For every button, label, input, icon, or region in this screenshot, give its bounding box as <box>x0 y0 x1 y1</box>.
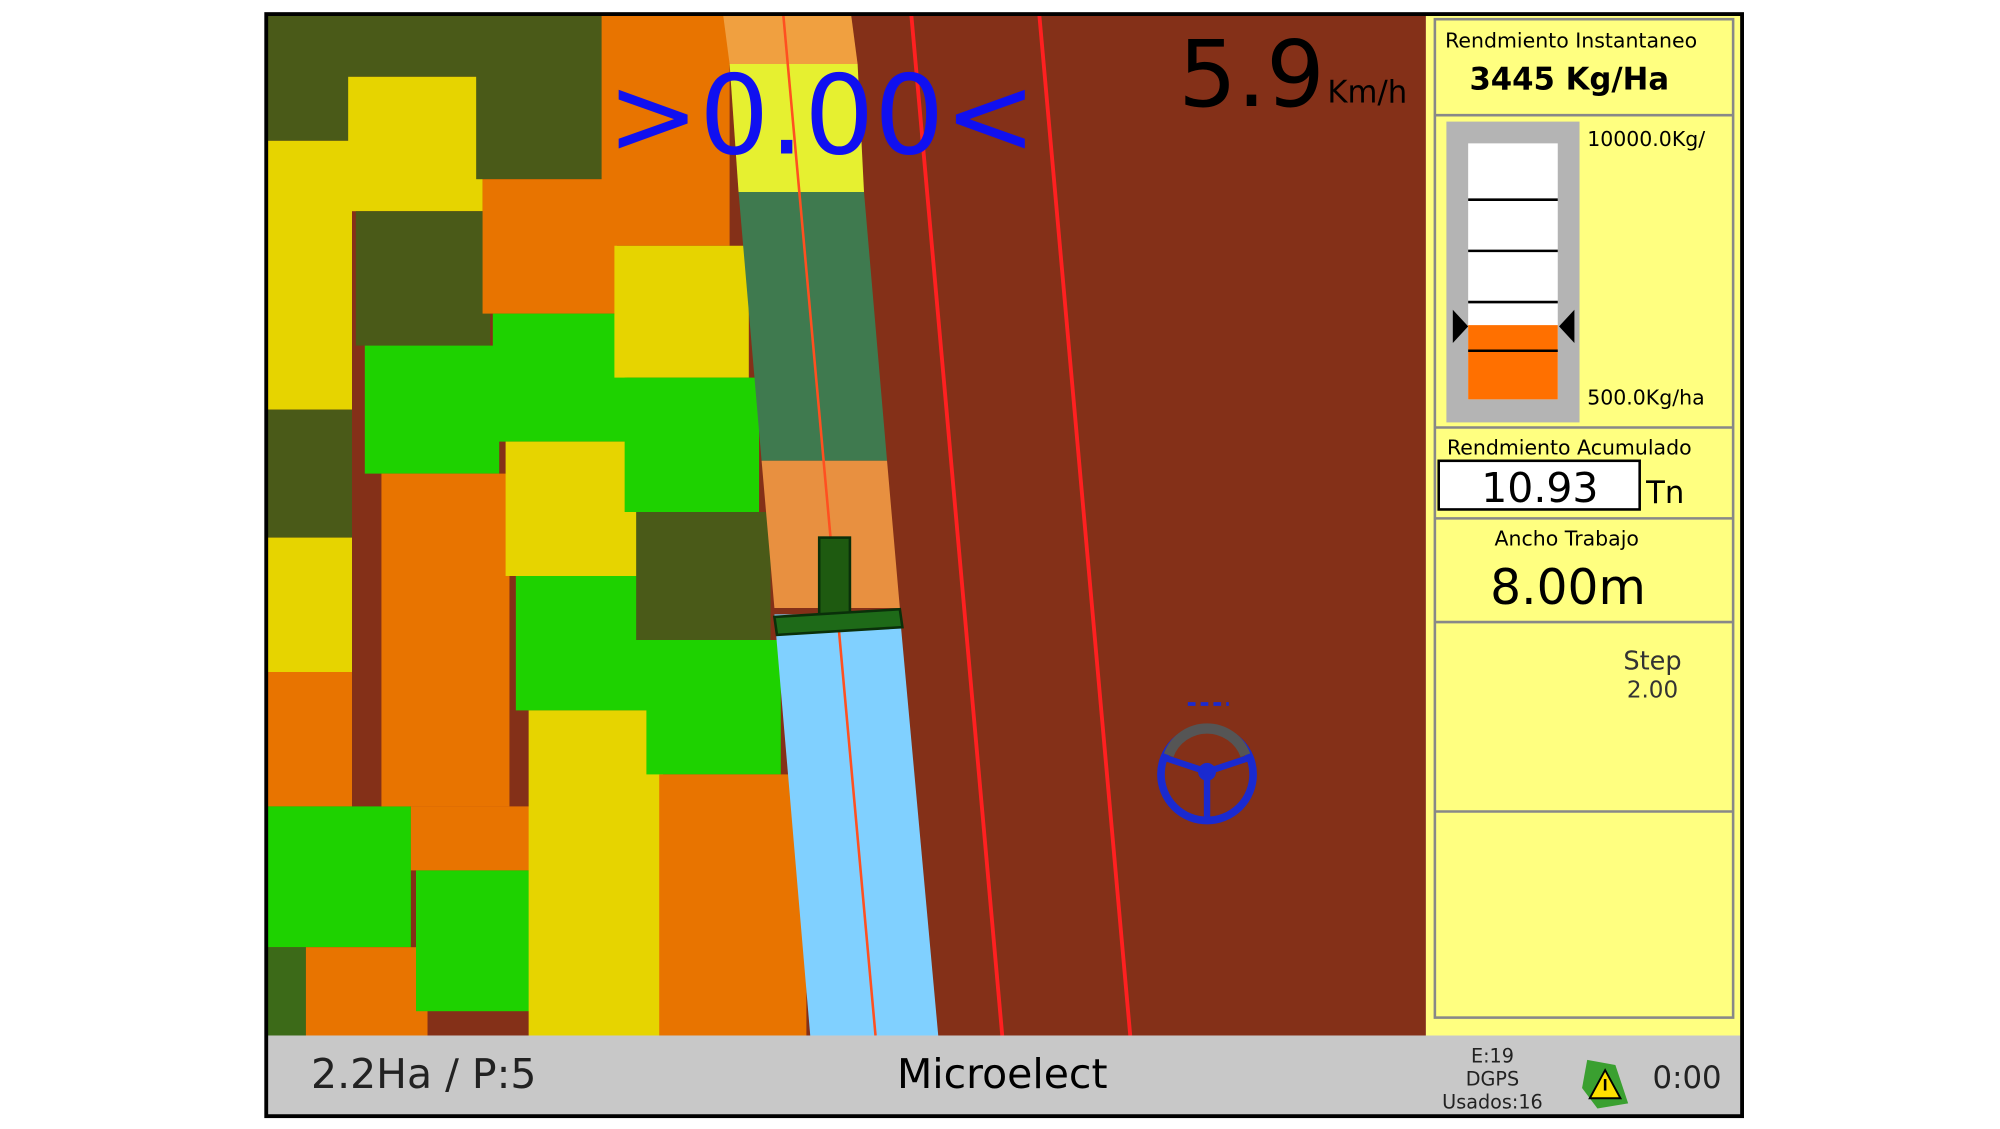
map-cell <box>738 192 888 461</box>
map-cell <box>381 473 510 807</box>
width-label: Ancho Trabajo <box>1495 526 1639 550</box>
accum-label: Rendmiento Acumulado <box>1447 435 1692 459</box>
map-cell <box>267 672 352 807</box>
map-cell <box>528 710 664 1036</box>
instant-label: Rendmiento Instantaneo <box>1445 28 1697 52</box>
map-cell <box>410 806 539 871</box>
accum-value: 10.93 <box>1481 464 1598 512</box>
width-value: 8.00m <box>1490 560 1646 616</box>
map-cell <box>614 245 749 378</box>
map-cell <box>482 179 617 314</box>
map-cell <box>267 806 411 948</box>
map-cell <box>267 537 352 673</box>
map-cell <box>601 15 730 246</box>
gps-e: E:19 <box>1471 1044 1514 1067</box>
map-cell <box>476 15 611 180</box>
status-background <box>267 1035 1741 1115</box>
map-cell <box>267 409 352 538</box>
speed-unit: Km/h <box>1327 74 1407 110</box>
accum-unit: Tn <box>1645 475 1684 511</box>
gps-used: Usados:16 <box>1442 1090 1543 1113</box>
brand: Microelect <box>897 1050 1108 1098</box>
guide-line <box>909 15 1005 1036</box>
guide-line <box>1037 15 1133 1036</box>
status-bar: 2.2Ha / P:5 Microelect E:19 DGPS Usados:… <box>267 1035 1741 1115</box>
guide-line <box>782 15 877 1036</box>
gauge-min: 500.0Kg/ha <box>1587 385 1704 409</box>
map-cell <box>646 640 781 775</box>
map-cell <box>515 576 651 711</box>
step-value: 2.00 <box>1627 678 1678 704</box>
instant-value: 3445 Kg/Ha <box>1469 62 1669 98</box>
map-cell <box>416 870 544 1012</box>
yield-gauge <box>1446 121 1580 423</box>
accum-box <box>1437 459 1641 511</box>
gauge-max: 10000.0Kg/ <box>1587 127 1705 151</box>
map-cell <box>267 140 352 410</box>
map-cell <box>505 441 640 577</box>
map-cell <box>492 313 628 442</box>
map-cell <box>355 211 491 346</box>
area-progress: 2.2Ha / P:5 <box>311 1050 536 1098</box>
map-cell <box>305 947 428 1036</box>
harvester-icon <box>772 536 904 637</box>
side-panel: Rendmiento Instantaneo 3445 Kg/Ha 10000.… <box>1425 15 1741 1036</box>
map-cell <box>624 377 760 513</box>
speed-value: 5.9 <box>1178 20 1325 128</box>
step-label: Step <box>1623 646 1681 676</box>
map-cell <box>636 512 771 641</box>
gps-mode: DGPS <box>1466 1067 1519 1090</box>
field-map: >0.00< 5.9 Km/h <box>267 15 1426 1036</box>
map-cell <box>348 15 483 77</box>
clock: 0:00 <box>1653 1060 1722 1096</box>
map-cell <box>723 15 858 65</box>
map-cell <box>267 15 352 141</box>
map-cell <box>364 345 500 474</box>
map-cell <box>267 947 306 1036</box>
map-cell <box>348 76 483 212</box>
map-cell <box>659 774 807 1036</box>
speed-target: >0.00< <box>607 52 1037 180</box>
warning-icon <box>1582 1059 1629 1109</box>
screen-border <box>264 12 1744 1119</box>
steering-icon <box>1157 702 1257 825</box>
map-cell <box>729 64 864 193</box>
